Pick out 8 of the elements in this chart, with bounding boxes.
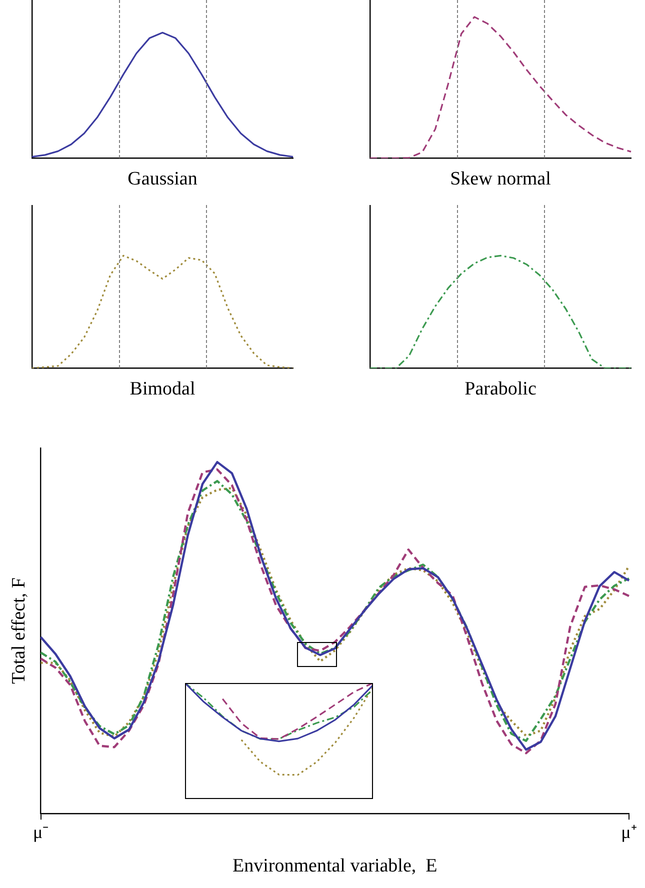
x-axis-title: Gaussian <box>128 168 198 190</box>
y-axis-title: Total effect, F <box>8 578 30 684</box>
x-axis-title: Environmental variable, E <box>232 856 438 877</box>
x-axis-title: Bimodal <box>130 378 196 400</box>
x-axis-title: Skew normal <box>450 168 551 190</box>
x-tick-label: μ⁻ <box>32 822 49 842</box>
x-tick-label: μ⁺ <box>621 822 637 842</box>
x-axis-title: Parabolic <box>464 378 536 400</box>
